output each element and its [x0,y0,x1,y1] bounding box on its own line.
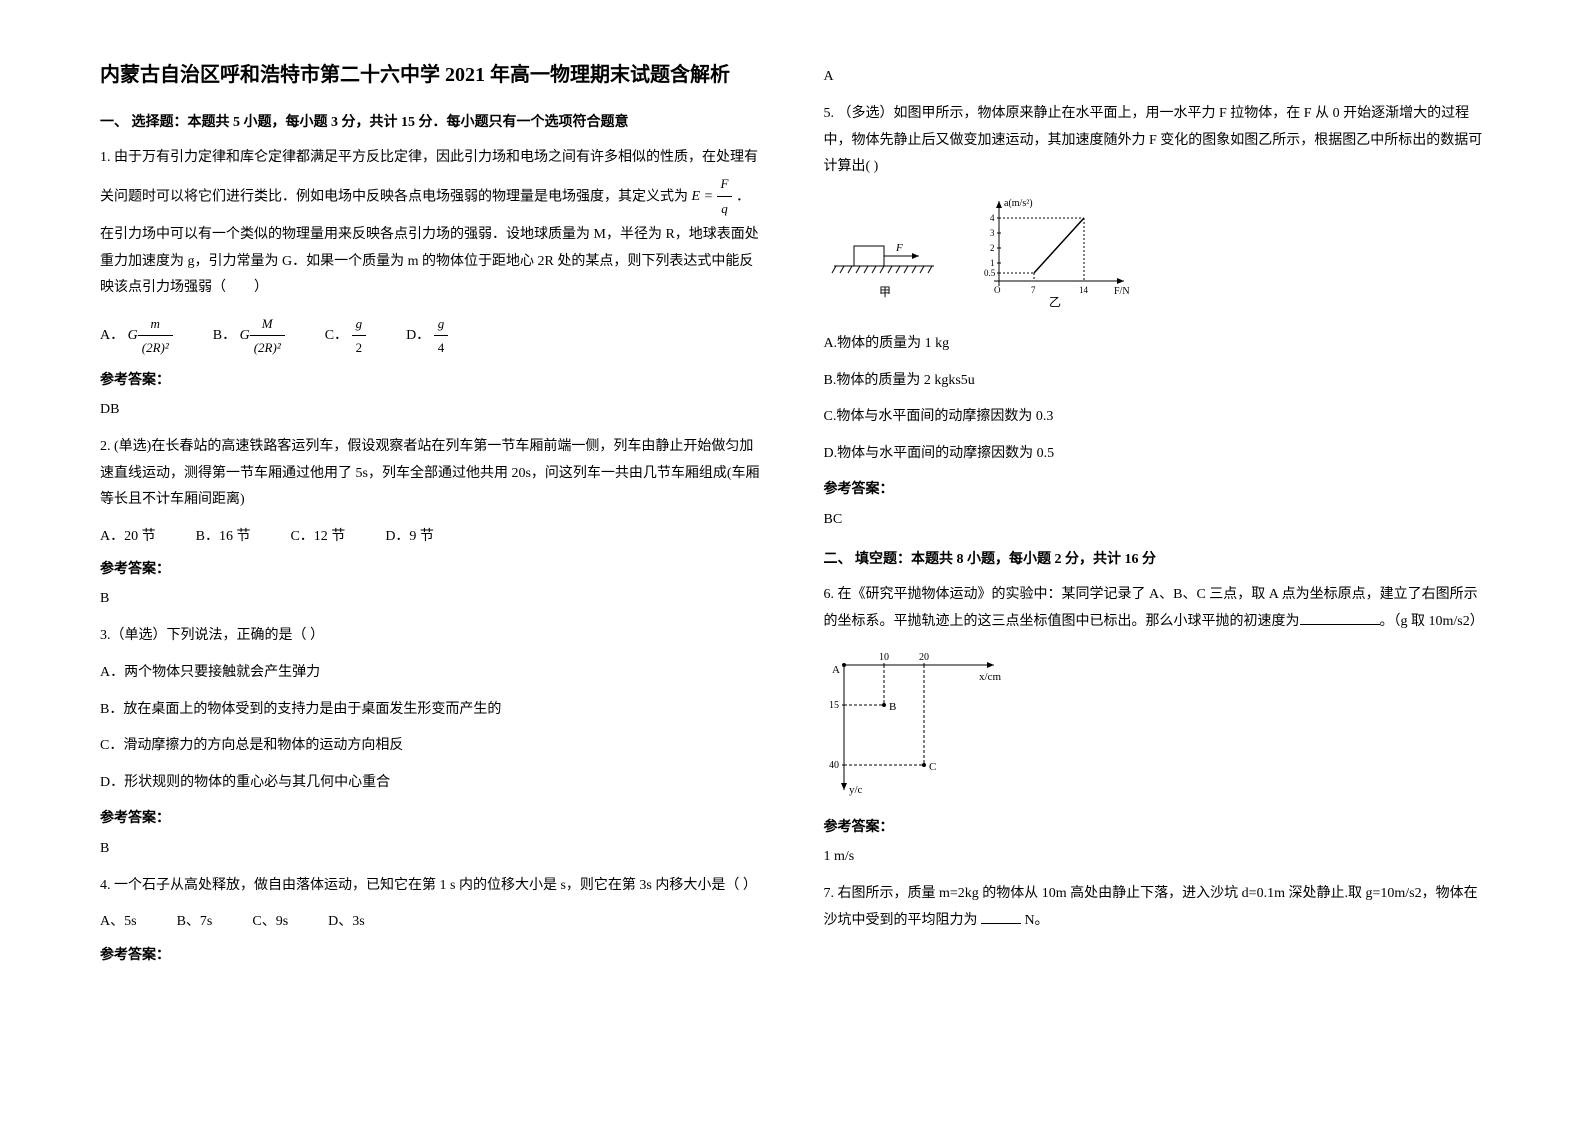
q1-optC: C． g2 [325,312,366,360]
q2-optD: D．9 节 [385,524,434,549]
q3-optD: D．形状规则的物体的重心必与其几何中心重合 [100,770,764,797]
question-7: 7. 右图所示，质量 m=2kg 的物体从 10m 高处由静止下落，进入沙坑 d… [824,881,1488,934]
a5: BC [824,507,1488,532]
q5-optC: C.物体与水平面间的动摩擦因数为 0.3 [824,404,1488,431]
svg-text:4: 4 [990,213,995,223]
q5-svg: F 甲 a(m/s²) F/N 0.5 1 2 3 [824,191,1144,321]
svg-text:O: O [994,285,1001,295]
svg-text:F/N: F/N [1114,286,1130,297]
right-column: A 5. （多选）如图甲所示，物体原来静止在水平面上，用一水平力 F 拉物体，在… [824,60,1488,1062]
q4-optC: C、9s [252,909,288,934]
q1-optB: B． GM(2R)² [213,312,285,360]
q6-diagram: x/cm y/c 10 20 15 40 A B C [824,645,1488,805]
question-4: 4. 一个石子从高处释放，做自由落体运动，已知它在第 1 s 内的位移大小是 s… [100,873,764,900]
q7-text-before: 7. 右图所示，质量 m=2kg 的物体从 10m 高处由静止下落，进入沙坑 d… [824,886,1478,928]
a2: B [100,586,764,611]
q4-options: A、5s B、7s C、9s D、3s [100,909,764,934]
a6-label: 参考答案： [824,815,1488,840]
a2-label: 参考答案： [100,557,764,582]
section2-header: 二、 填空题：本题共 8 小题，每小题 2 分，共计 16 分 [824,547,1488,572]
q3-optB: B．放在桌面上的物体受到的支持力是由于桌面发生形变而产生的 [100,697,764,724]
question-1: 1. 由于万有引力定律和库仑定律都满足平方反比定律，因此引力场和电场之间有许多相… [100,145,764,302]
q6-blank [1300,611,1380,625]
svg-text:y/c: y/c [849,784,863,796]
q2-optB: B．16 节 [196,524,251,549]
svg-text:x/cm: x/cm [979,671,1001,683]
q4-optB: B、7s [177,909,213,934]
question-6: 6. 在《研究平抛物体运动》的实验中：某同学记录了 A、B、C 三点，取 A 点… [824,582,1488,635]
svg-text:20: 20 [919,652,929,663]
q5-optA: A.物体的质量为 1 kg [824,331,1488,358]
svg-text:14: 14 [1079,285,1089,295]
a3: B [100,836,764,861]
q5-diagram: F 甲 a(m/s²) F/N 0.5 1 2 3 [824,191,1488,321]
svg-text:40: 40 [829,760,839,771]
a4-label: 参考答案： [100,943,764,968]
svg-text:7: 7 [1031,285,1036,295]
svg-text:A: A [832,664,840,676]
a3-label: 参考答案： [100,806,764,831]
a1-label: 参考答案： [100,368,764,393]
q3-optC: C．滑动摩擦力的方向总是和物体的运动方向相反 [100,733,764,760]
q7-text-after: N。 [1021,913,1049,928]
a1: DB [100,397,764,422]
svg-text:a(m/s²): a(m/s²) [1004,198,1033,209]
svg-text:甲: 甲 [879,285,891,299]
svg-text:10: 10 [879,652,889,663]
q1-text-after: ．在引力场中可以有一个类似的物理量用来反映各点引力场的强弱．设地球质量为 M，半… [100,189,759,295]
section1-header: 一、 选择题：本题共 5 小题，每小题 3 分，共计 15 分．每小题只有一个选… [100,110,764,135]
q2-optA: A．20 节 [100,524,156,549]
svg-text:C: C [929,761,936,773]
svg-text:F: F [895,242,903,254]
a4: A [824,64,1488,89]
a5-label: 参考答案： [824,477,1488,502]
q1-optA: A． Gm(2R)² [100,312,173,360]
svg-text:B: B [889,701,896,713]
svg-text:3: 3 [990,228,995,238]
q7-blank [981,910,1021,924]
left-column: 内蒙古自治区呼和浩特市第二十六中学 2021 年高一物理期末试题含解析 一、 选… [100,60,764,1062]
question-2: 2. (单选)在长春站的高速铁路客运列车，假设观察者站在列车第一节车厢前端一侧，… [100,434,764,514]
a6: 1 m/s [824,844,1488,869]
q4-optA: A、5s [100,909,137,934]
q1-optD: D． g4 [406,312,448,360]
q1-formula: E = F q [692,189,736,204]
q1-text-before: 1. 由于万有引力定律和库仑定律都满足平方反比定律，因此引力场和电场之间有许多相… [100,150,758,204]
q6-text-after: 。（g 取 10m/s2） [1380,614,1484,629]
svg-text:0.5: 0.5 [984,268,996,278]
q5-optB: B.物体的质量为 2 kgks5u [824,368,1488,395]
q5-optD: D.物体与水平面间的动摩擦因数为 0.5 [824,441,1488,468]
svg-text:2: 2 [990,243,995,253]
q6-svg: x/cm y/c 10 20 15 40 A B C [824,645,1024,805]
question-3: 3.（单选）下列说法，正确的是（ ） [100,623,764,650]
question-5: 5. （多选）如图甲所示，物体原来静止在水平面上，用一水平力 F 拉物体，在 F… [824,101,1488,181]
q3-optA: A．两个物体只要接触就会产生弹力 [100,660,764,687]
q4-optD: D、3s [328,909,365,934]
document-title: 内蒙古自治区呼和浩特市第二十六中学 2021 年高一物理期末试题含解析 [100,60,764,90]
svg-text:乙: 乙 [1049,295,1061,309]
q1-options: A． Gm(2R)² B． GM(2R)² C． g2 D． g4 [100,312,764,360]
svg-text:15: 15 [829,700,839,711]
q2-optC: C．12 节 [290,524,345,549]
svg-text:1: 1 [990,258,995,268]
q2-options: A．20 节 B．16 节 C．12 节 D．9 节 [100,524,764,549]
